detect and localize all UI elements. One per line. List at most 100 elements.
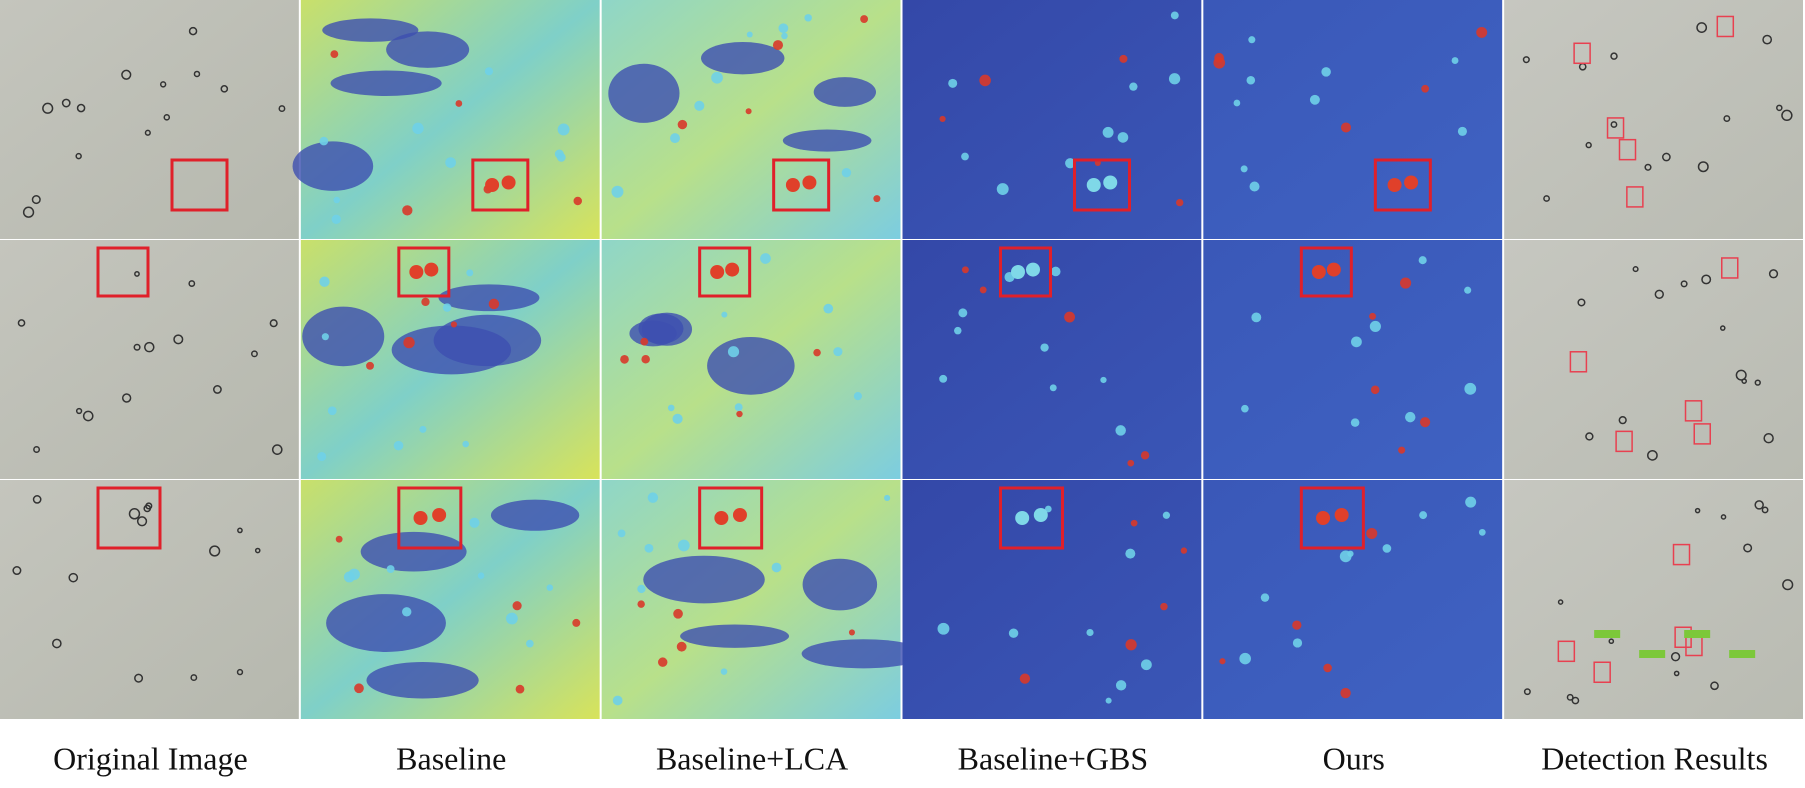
hot-spot bbox=[403, 336, 415, 349]
hot-spot bbox=[335, 535, 343, 543]
detection-box bbox=[1693, 423, 1711, 445]
cell bbox=[1697, 161, 1709, 173]
cell bbox=[33, 446, 41, 453]
panel bbox=[1504, 480, 1803, 719]
panel bbox=[1504, 240, 1803, 479]
cell bbox=[1720, 514, 1727, 520]
cell bbox=[1743, 543, 1753, 553]
cell bbox=[1644, 163, 1652, 171]
hot-spot bbox=[860, 15, 869, 23]
cell bbox=[1735, 369, 1747, 381]
hot-spot bbox=[1405, 411, 1416, 423]
cell bbox=[76, 103, 86, 113]
detection-box bbox=[1557, 640, 1576, 663]
cell bbox=[144, 341, 155, 353]
hot-spot bbox=[485, 178, 500, 192]
hot-spot bbox=[804, 14, 812, 22]
hot-spot bbox=[572, 618, 581, 627]
cell bbox=[1543, 195, 1551, 202]
hot-spot bbox=[419, 425, 427, 433]
cell bbox=[220, 85, 229, 93]
hot-spot bbox=[1129, 82, 1138, 91]
cell bbox=[1696, 22, 1708, 33]
cell bbox=[1618, 416, 1627, 425]
hot-spot bbox=[720, 668, 728, 675]
heat-low-region bbox=[680, 624, 790, 648]
cell bbox=[1723, 115, 1731, 123]
hot-spot bbox=[961, 266, 969, 274]
column-label: Baseline bbox=[396, 740, 506, 776]
detection-tag bbox=[1729, 650, 1756, 658]
cell bbox=[134, 673, 144, 683]
hot-spot bbox=[1398, 446, 1406, 454]
hot-spot bbox=[488, 298, 500, 310]
cell bbox=[1577, 298, 1586, 307]
detection-box bbox=[1721, 257, 1739, 279]
cell bbox=[237, 527, 243, 534]
hot-spot bbox=[772, 40, 784, 51]
cell bbox=[1670, 652, 1681, 662]
hot-spot bbox=[1464, 286, 1472, 294]
hot-spot bbox=[1044, 505, 1052, 513]
hot-spot bbox=[1162, 511, 1171, 519]
hot-spot bbox=[676, 641, 687, 652]
cell bbox=[163, 114, 171, 121]
hot-spot bbox=[1251, 312, 1262, 323]
cell bbox=[75, 407, 83, 415]
highlight-box bbox=[397, 246, 451, 298]
hot-spot bbox=[670, 133, 680, 144]
heat-low-region bbox=[801, 639, 926, 669]
hot-spot bbox=[1213, 56, 1226, 69]
hot-spot bbox=[948, 78, 958, 88]
hot-spot bbox=[673, 608, 683, 619]
hot-spot bbox=[1334, 508, 1349, 522]
hot-spot bbox=[813, 348, 821, 357]
hot-spot bbox=[331, 214, 341, 224]
column-label: Baseline+LCA bbox=[656, 740, 848, 776]
cell bbox=[1768, 269, 1779, 279]
column-label: Detection Results bbox=[1541, 740, 1768, 776]
heat-low-region bbox=[330, 70, 442, 97]
hot-spot bbox=[760, 253, 771, 264]
heat-low-region bbox=[438, 284, 540, 312]
cell bbox=[1522, 56, 1530, 64]
cell bbox=[250, 350, 258, 358]
hot-spot bbox=[1399, 277, 1412, 289]
cell bbox=[269, 319, 278, 328]
heat-low-region bbox=[700, 42, 785, 75]
panel bbox=[1504, 0, 1803, 239]
hot-spot bbox=[445, 157, 456, 168]
hot-spot bbox=[1115, 680, 1127, 691]
heat-low-region bbox=[360, 531, 467, 572]
hot-spot bbox=[785, 178, 800, 192]
hot-spot bbox=[556, 152, 566, 162]
detection-box bbox=[1672, 543, 1691, 566]
cell bbox=[1557, 599, 1564, 605]
cell bbox=[1661, 152, 1671, 162]
detection-tag bbox=[1684, 630, 1711, 638]
hot-spot bbox=[442, 303, 452, 312]
highlight-box bbox=[471, 158, 530, 212]
highlight-box bbox=[1373, 158, 1432, 212]
panel bbox=[0, 0, 299, 239]
hot-spot bbox=[1064, 311, 1075, 323]
cell bbox=[193, 70, 201, 78]
cell bbox=[1781, 109, 1793, 122]
cell bbox=[1763, 432, 1774, 444]
heat-low-region bbox=[707, 336, 795, 395]
hot-spot bbox=[1008, 628, 1019, 638]
hot-spot bbox=[1050, 266, 1061, 277]
heat-low-region bbox=[608, 63, 680, 123]
hot-spot bbox=[466, 269, 474, 277]
hot-spot bbox=[421, 297, 430, 307]
hot-spot bbox=[1316, 511, 1331, 525]
highlight-box bbox=[999, 246, 1052, 298]
hot-spot bbox=[1119, 54, 1128, 63]
heat-low-region bbox=[490, 499, 580, 531]
hot-spot bbox=[506, 612, 518, 625]
cell bbox=[1654, 289, 1664, 299]
hot-spot bbox=[366, 361, 374, 370]
cell bbox=[188, 26, 198, 36]
hot-spot bbox=[672, 413, 683, 424]
